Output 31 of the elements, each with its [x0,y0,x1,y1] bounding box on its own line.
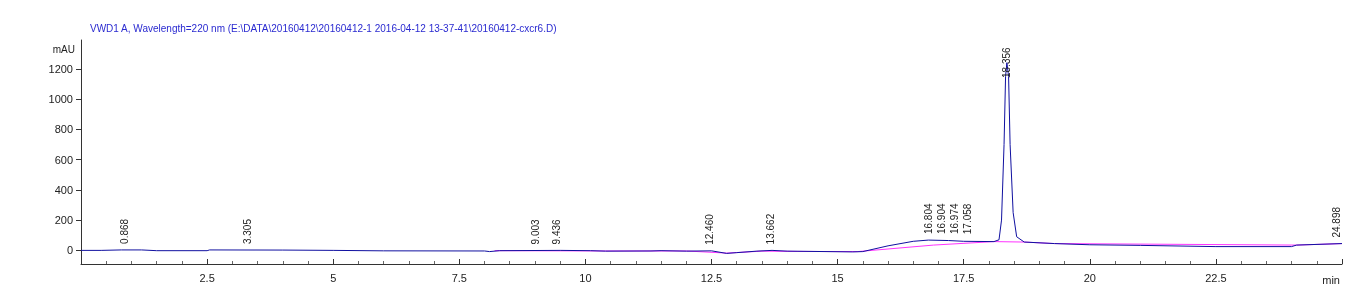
annotation: 3.305 [242,218,254,245]
annotation: 9.003 [529,218,541,245]
x-axis-title: min [1322,273,1340,286]
annotation: 16.904 [936,203,948,235]
y-tick-label: 600 [54,153,73,166]
annotation: 16.974 [949,203,961,235]
x-tick-label: 22.5 [1205,271,1227,284]
y-tick-label: 200 [54,214,73,227]
chart-title: VWD1 A, Wavelength=220 nm (E:\DATA\20160412\20160412-1 2016-04-12 13-37-41\20160412-cxcr6.D) [90,22,557,34]
y-tick-label: 800 [54,123,73,136]
x-tick-label: 2.5 [199,271,215,284]
annotation: 17.058 [962,203,974,235]
y-tick-label: 1200 [48,62,73,75]
x-tick-label: 12.5 [700,271,723,284]
x-tick-label: 5 [330,271,337,284]
y-axis-title: mAU [52,43,75,55]
x-tick-label: 10 [579,271,592,284]
y-tick-label: 1000 [48,93,73,106]
annotation: 12.460 [703,213,715,245]
annotation: 13.662 [764,213,776,245]
x-tick-label: 17.5 [952,271,975,284]
annotation: 24.898 [1331,206,1343,238]
x-tick-label: 15 [831,271,844,284]
annotation: 0.868 [119,218,131,244]
annotation: 9.436 [551,218,563,245]
y-tick-label: 0 [66,244,73,257]
annotation: 18.356 [1001,46,1013,78]
y-tick-label: 400 [54,183,73,196]
annotation: 16.804 [923,203,935,235]
x-tick-label: 20 [1083,271,1096,284]
x-tick-label: 7.5 [451,271,467,284]
